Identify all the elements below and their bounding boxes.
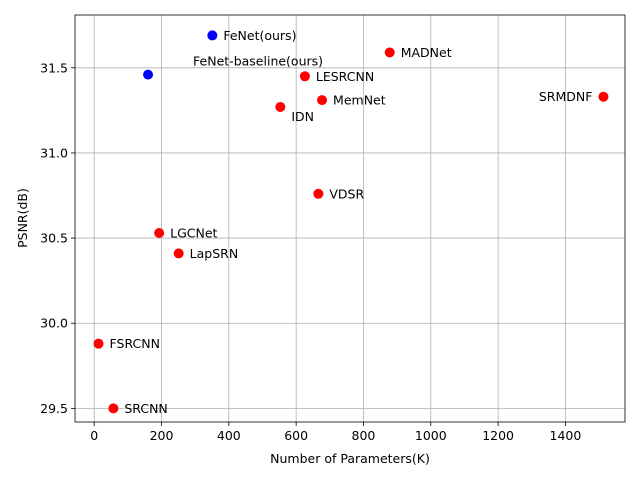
x-tick-label: 200 bbox=[150, 428, 174, 443]
data-label: MemNet bbox=[333, 93, 386, 108]
data-label: FeNet-baseline(ours) bbox=[193, 54, 323, 69]
axis-ticks: 0 200 400 600 800 1000 1200 1400 29.5 30.0 30.5 31.… bbox=[40, 60, 581, 443]
x-tick-label: 600 bbox=[284, 428, 308, 443]
data-label: FeNet(ours) bbox=[223, 28, 296, 43]
data-label: LESRCNN bbox=[316, 69, 374, 84]
y-tick-label: 30.0 bbox=[40, 316, 68, 331]
y-tick-label: 29.5 bbox=[40, 401, 68, 416]
x-tick-label: 1400 bbox=[550, 428, 582, 443]
data-point bbox=[143, 69, 154, 80]
x-axis-title: Number of Parameters(K) bbox=[270, 451, 430, 466]
data-point bbox=[154, 227, 165, 238]
data-point bbox=[313, 188, 324, 199]
y-tick-label: 31.5 bbox=[40, 60, 68, 75]
data-label: SRCNN bbox=[124, 401, 167, 416]
data-point bbox=[173, 248, 184, 259]
data-point bbox=[384, 47, 395, 58]
data-point bbox=[275, 101, 286, 112]
y-axis-title: PSNR(dB) bbox=[15, 188, 30, 248]
y-tick-label: 30.5 bbox=[40, 231, 68, 246]
data-point bbox=[598, 91, 609, 102]
y-tick-label: 31.0 bbox=[40, 145, 68, 160]
data-label: LGCNet bbox=[170, 225, 217, 240]
x-tick-label: 1200 bbox=[482, 428, 514, 443]
data-points bbox=[93, 30, 609, 414]
data-labels: FeNet(ours) FeNet-baseline(ours) MADNet LES… bbox=[110, 28, 593, 416]
data-point bbox=[207, 30, 218, 41]
data-label: VDSR bbox=[329, 186, 364, 201]
x-tick-label: 1000 bbox=[415, 428, 447, 443]
data-label: SRMDNF bbox=[539, 89, 593, 104]
data-point bbox=[93, 338, 104, 349]
data-point bbox=[317, 95, 328, 106]
plot-frame bbox=[74, 14, 626, 423]
data-label: FSRCNN bbox=[110, 336, 160, 351]
data-point bbox=[299, 71, 310, 82]
x-tick-label: 400 bbox=[217, 428, 241, 443]
data-label: MADNet bbox=[401, 45, 452, 60]
data-label: IDN bbox=[291, 109, 314, 124]
data-point bbox=[108, 403, 119, 414]
data-label: LapSRN bbox=[190, 246, 239, 261]
grid bbox=[75, 15, 625, 422]
x-tick-label: 0 bbox=[90, 428, 98, 443]
x-tick-label: 800 bbox=[352, 428, 376, 443]
